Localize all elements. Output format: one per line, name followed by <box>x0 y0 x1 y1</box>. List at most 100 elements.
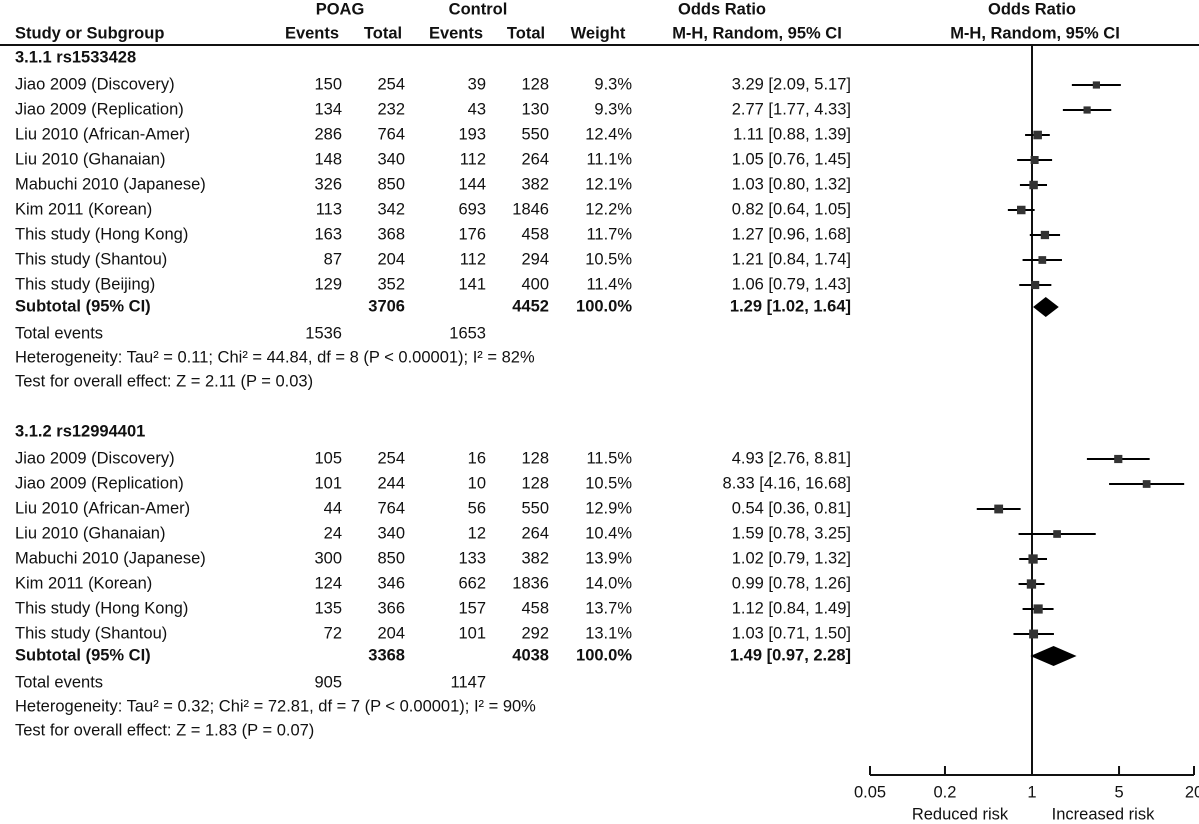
study-square <box>1030 156 1039 164</box>
poag-events: 326 <box>314 175 342 193</box>
header-odds-ratio: Odds Ratio <box>988 0 1076 18</box>
weight: 13.7% <box>585 599 632 617</box>
subtotal-control-total: 4038 <box>512 646 549 664</box>
subtotal-control-total: 4452 <box>512 297 549 315</box>
weight: 12.9% <box>585 499 632 517</box>
odds-ratio: 2.77 [1.77, 4.33] <box>732 100 851 118</box>
control-events: 101 <box>458 624 486 642</box>
poag-events: 105 <box>314 449 342 467</box>
study-square <box>1029 629 1039 639</box>
study-square <box>1092 81 1100 89</box>
x-tick-label: 0.05 <box>854 783 886 801</box>
control-total: 264 <box>521 150 549 168</box>
study-square <box>1033 604 1043 614</box>
odds-ratio: 8.33 [4.16, 16.68] <box>723 474 851 492</box>
study-name: This study (Shantou) <box>15 624 167 642</box>
poag-total: 850 <box>377 175 405 193</box>
poag-total: 254 <box>377 75 405 93</box>
subtotal-odds-ratio: 1.29 [1.02, 1.64] <box>730 297 851 315</box>
control-total: 458 <box>521 225 549 243</box>
subtotal-diamond <box>1030 646 1077 666</box>
header-control: Control <box>449 0 508 18</box>
x-tick-label: 20 <box>1185 783 1199 801</box>
control-total: 128 <box>521 474 549 492</box>
study-square <box>1040 230 1050 240</box>
study-name: Jiao 2009 (Replication) <box>15 100 184 118</box>
total-events-poag: 905 <box>314 673 342 691</box>
control-events: 16 <box>468 449 486 467</box>
odds-ratio: 1.06 [0.79, 1.43] <box>732 275 851 293</box>
odds-ratio: 4.93 [2.76, 8.81] <box>732 449 851 467</box>
odds-ratio: 1.21 [0.84, 1.74] <box>732 250 851 268</box>
control-total: 400 <box>521 275 549 293</box>
header-poag: POAG <box>316 0 365 18</box>
study-square <box>1083 106 1091 114</box>
subtotal-label: Subtotal (95% CI) <box>15 646 151 664</box>
control-events: 662 <box>458 574 486 592</box>
control-total: 1846 <box>512 200 549 218</box>
header-events: Events <box>429 24 483 42</box>
study-name: This study (Hong Kong) <box>15 225 188 243</box>
odds-ratio: 1.11 [0.88, 1.39] <box>733 125 851 143</box>
control-total: 292 <box>521 624 549 642</box>
study-square <box>1033 130 1042 140</box>
poag-total: 346 <box>377 574 405 592</box>
odds-ratio: 0.99 [0.78, 1.26] <box>732 574 851 592</box>
control-events: 56 <box>468 499 486 517</box>
x-axis-label: Increased risk <box>1052 805 1155 823</box>
poag-events: 101 <box>314 474 342 492</box>
study-name: Jiao 2009 (Discovery) <box>15 449 175 467</box>
odds-ratio: 1.02 [0.79, 1.32] <box>732 549 851 567</box>
study-square <box>1053 530 1061 538</box>
study-square <box>994 504 1004 514</box>
weight: 13.1% <box>585 624 632 642</box>
weight: 11.7% <box>586 225 632 243</box>
poag-events: 129 <box>314 275 342 293</box>
control-events: 693 <box>458 200 486 218</box>
study-name: Kim 2011 (Korean) <box>15 574 152 592</box>
study-square <box>1029 180 1038 190</box>
poag-total: 340 <box>377 150 405 168</box>
poag-events: 24 <box>324 524 342 542</box>
poag-events: 87 <box>324 250 342 268</box>
x-tick-label: 0.2 <box>933 783 956 801</box>
weight: 9.3% <box>594 100 632 118</box>
control-events: 157 <box>458 599 486 617</box>
control-events: 10 <box>468 474 486 492</box>
weight: 10.5% <box>585 250 632 268</box>
x-tick-label: 5 <box>1114 783 1123 801</box>
poag-total: 340 <box>377 524 405 542</box>
weight: 12.1% <box>585 175 632 193</box>
poag-events: 124 <box>314 574 342 592</box>
header-odds-ratio: Odds Ratio <box>678 0 766 18</box>
study-square <box>1028 554 1038 564</box>
weight: 13.9% <box>585 549 632 567</box>
study-square <box>1114 454 1123 464</box>
control-events: 112 <box>460 150 486 168</box>
control-total: 458 <box>521 599 549 617</box>
study-name: Jiao 2009 (Replication) <box>15 474 184 492</box>
control-events: 112 <box>460 250 486 268</box>
poag-events: 72 <box>324 624 342 642</box>
poag-total: 850 <box>377 549 405 567</box>
study-name: Liu 2010 (African-Amer) <box>15 125 190 143</box>
control-total: 1836 <box>512 574 549 592</box>
control-total: 130 <box>521 100 549 118</box>
total-events-poag: 1536 <box>305 324 342 342</box>
poag-total: 232 <box>377 100 405 118</box>
total-events-label: Total events <box>15 673 103 691</box>
weight: 9.3% <box>594 75 632 93</box>
poag-total: 342 <box>377 200 405 218</box>
poag-events: 148 <box>314 150 342 168</box>
control-events: 12 <box>468 524 486 542</box>
odds-ratio: 1.03 [0.71, 1.50] <box>732 624 851 642</box>
control-total: 294 <box>521 250 549 268</box>
poag-total: 368 <box>377 225 405 243</box>
study-square <box>1142 480 1151 488</box>
control-total: 550 <box>521 125 549 143</box>
weight: 10.4% <box>585 524 632 542</box>
odds-ratio: 0.82 [0.64, 1.05] <box>732 200 851 218</box>
poag-total: 244 <box>377 474 405 492</box>
subtotal-weight: 100.0% <box>576 297 632 315</box>
odds-ratio: 1.12 [0.84, 1.49] <box>732 599 851 617</box>
